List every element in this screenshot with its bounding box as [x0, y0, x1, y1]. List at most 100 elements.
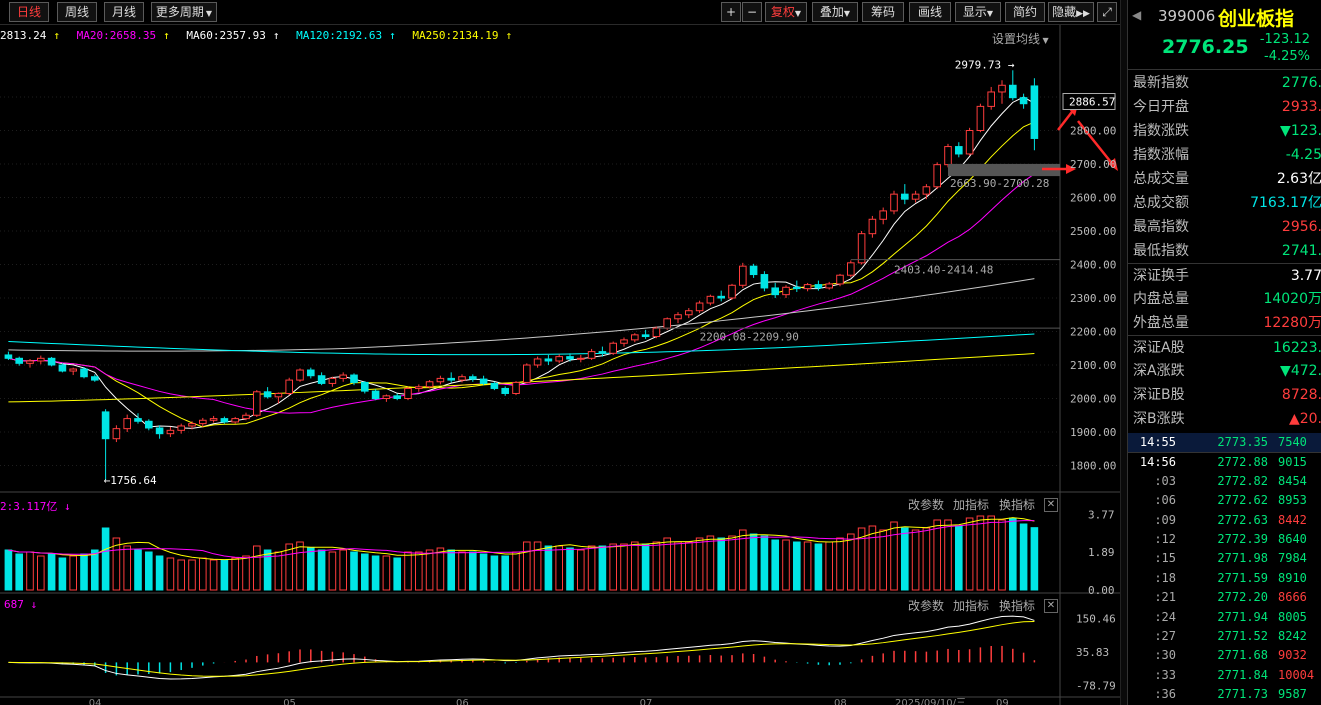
candle-body [631, 334, 639, 341]
stat-label: 深证A股 [1133, 340, 1185, 356]
tick-row[interactable]: :15 2771.98 7984 [1128, 549, 1321, 568]
candle-body [339, 374, 347, 379]
tick-row[interactable]: :18 2771.59 8910 [1128, 569, 1321, 588]
volume-bar [749, 533, 758, 591]
close-icon[interactable]: ✕ [1044, 498, 1058, 512]
volume-bar [317, 549, 326, 591]
stat-value: 2956. [1281, 219, 1321, 235]
volume-tick-label: 0.00 [1088, 584, 1115, 597]
index-name: 创业板指 [1218, 8, 1295, 30]
volume-bar [1009, 517, 1017, 591]
volume-tick-label: 1.89 [1088, 546, 1115, 559]
tab-monthly[interactable]: 月线 [104, 2, 144, 22]
macd-tick-label: 150.46 [1076, 613, 1116, 626]
tick-row[interactable]: :24 2771.94 8005 [1128, 608, 1321, 627]
vol-add-indicator-button[interactable]: 加指标 [953, 498, 990, 512]
candle-body [609, 342, 618, 354]
kline-chart-area[interactable]: 日线 周线 月线 更多周期 ▼ + − 复权▼ 叠加▼ 筹码 画线 显示▼ 简约 … [0, 0, 1120, 705]
hide-panel-button[interactable]: 隐藏▶▶ [1048, 2, 1094, 22]
overlay-dropdown[interactable]: 叠加▼ [812, 2, 858, 22]
adjust-dropdown[interactable]: 复权▼ [765, 2, 807, 22]
tick-row[interactable]: :06 2772.62 8953 [1128, 491, 1321, 510]
macd-swap-indicator-button[interactable]: 换指标 [999, 599, 1036, 613]
expand-icon[interactable]: ⤢ [1097, 2, 1117, 22]
arrow-up-icon: ↑ [272, 29, 280, 42]
tick-volume: 8454 [1278, 473, 1307, 488]
volume-bar [1019, 523, 1028, 591]
price-tick-label: 2300.00 [1070, 292, 1116, 305]
stat-label: 外盘总量 [1133, 315, 1189, 331]
volume-bar [371, 555, 380, 591]
macd-change-params-button[interactable]: 改参数 [908, 599, 945, 613]
kline-svg[interactable]: 2979.73 → ←1756.64 2663.90-2700.28 2403.40-… [0, 0, 1120, 705]
volume-bar [177, 559, 185, 591]
candle-body [123, 418, 132, 430]
tick-row[interactable]: :36 2771.73 9587 [1128, 685, 1321, 704]
tick-price: 2772.63 [1217, 512, 1268, 527]
vol-swap-indicator-button[interactable]: 换指标 [999, 498, 1036, 512]
draw-line-button[interactable]: 画线 [909, 2, 951, 22]
tick-row[interactable]: :27 2771.52 8242 [1128, 627, 1321, 646]
stat-value: 12280万 [1263, 315, 1321, 331]
tick-row[interactable]: 14:55 2773.35 7540 [1128, 433, 1321, 452]
candle-body [15, 357, 23, 364]
candle-body [447, 377, 455, 381]
simple-mode-button[interactable]: 简约 [1005, 2, 1045, 22]
panel-splitter[interactable] [1120, 0, 1127, 705]
tick-row[interactable]: 14:56 2772.88 9015 [1128, 452, 1321, 471]
candle-body [944, 146, 952, 166]
volume-bar [577, 549, 585, 591]
tab-weekly[interactable]: 周线 [57, 2, 97, 22]
ma-settings-button[interactable]: 设置均线 ▼ [992, 30, 1049, 47]
candle-body [987, 91, 996, 107]
volume-bar [404, 551, 412, 591]
tick-volume: 8242 [1278, 629, 1307, 643]
tick-row[interactable]: :09 2772.63 8442 [1128, 511, 1321, 530]
candle-body [274, 392, 283, 398]
quote-stat-row: 总成交额 7163.17亿 [1128, 191, 1321, 215]
tick-row[interactable]: :12 2772.39 8640 [1128, 530, 1321, 549]
candle-body [361, 381, 369, 392]
red-arrow-up [1057, 107, 1076, 131]
volume-bar [4, 549, 13, 591]
tick-row[interactable]: :21 2772.20 8666 [1128, 588, 1321, 607]
volume-bar [220, 559, 229, 591]
tick-row[interactable]: :33 2771.84 10004 [1128, 666, 1321, 685]
candle-body [263, 391, 272, 398]
candle-body [749, 265, 758, 276]
chips-button[interactable]: 筹码 [862, 2, 904, 22]
candle-body [155, 427, 164, 435]
stat-value: ▼472. [1280, 363, 1321, 379]
quote-stat-row: 外盘总量 12280万 [1128, 311, 1321, 335]
tick-price: 2772.88 [1217, 455, 1268, 470]
close-icon[interactable]: ✕ [1044, 599, 1058, 613]
volume-bar [80, 553, 88, 591]
volume-bar [447, 549, 455, 591]
volume-bar [263, 549, 272, 591]
macd-add-indicator-button[interactable]: 加指标 [953, 599, 990, 613]
tick-time: :21 [1154, 590, 1176, 605]
stat-label: 深B涨跌 [1133, 411, 1185, 427]
tick-row[interactable]: :30 2771.68 9032 [1128, 646, 1321, 665]
volume-bar [879, 529, 888, 591]
vol-change-params-button[interactable]: 改参数 [908, 498, 945, 512]
display-dropdown[interactable]: 显示▼ [955, 2, 1001, 22]
stat-label: 深证B股 [1133, 387, 1185, 403]
stat-value: 14020万 [1263, 291, 1321, 307]
stat-value: 2776. [1281, 75, 1321, 91]
macd-tick-label: 35.83 [1076, 646, 1109, 659]
tick-row[interactable]: :03 2772.82 8454 [1128, 472, 1321, 491]
candle-body [955, 146, 963, 155]
tab-daily[interactable]: 日线 [9, 2, 49, 22]
volume-bar [91, 549, 99, 591]
triangle-left-icon[interactable]: ◀ [1132, 8, 1142, 22]
zoom-out-button[interactable]: − [742, 2, 762, 22]
zoom-in-button[interactable]: + [721, 2, 741, 22]
stat-label: 最高指数 [1133, 219, 1189, 235]
volume-bar [760, 535, 769, 591]
more-periods-dropdown[interactable]: 更多周期 ▼ [151, 2, 217, 22]
candle-body [199, 419, 207, 425]
candle-body [26, 360, 34, 364]
candle-body [479, 378, 488, 384]
